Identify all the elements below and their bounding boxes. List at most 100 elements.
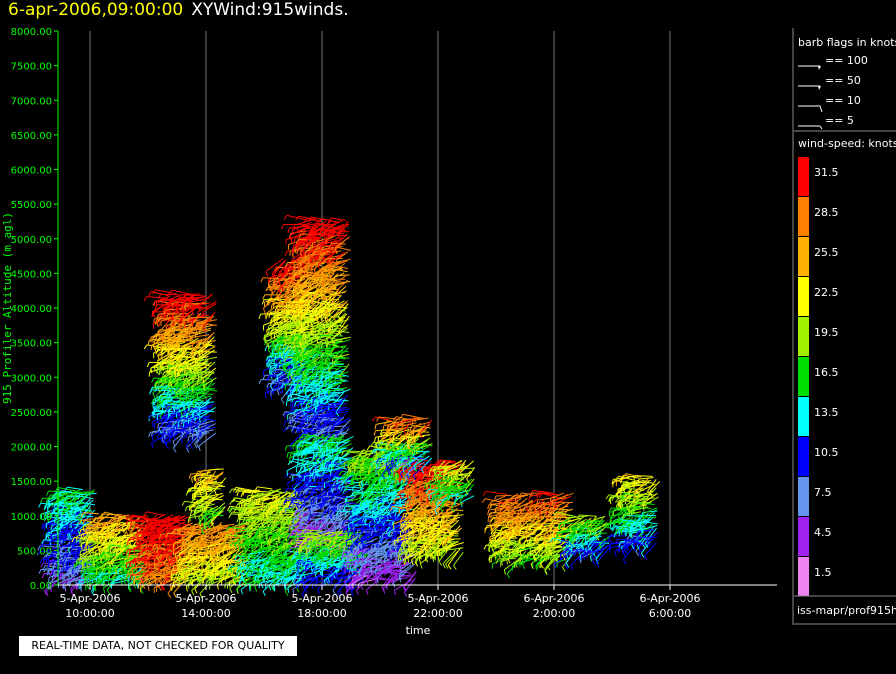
wind-barb-flag [76, 516, 80, 522]
wind-barb-flag [187, 583, 190, 589]
wind-barb-flag [154, 346, 157, 352]
wind-barb-flag [54, 518, 56, 524]
wind-barb-flag [303, 314, 306, 320]
wind-barb-flag [177, 529, 181, 535]
wind-barb-flag [80, 555, 84, 561]
wind-barb-flag [135, 532, 139, 538]
wind-barb-flag [216, 526, 221, 532]
wind-barb-flag [191, 306, 193, 312]
wind-barb-flag [283, 336, 285, 343]
wind-barb-flag [152, 556, 155, 562]
title-datetime: 6-apr-2006,09:00:00 [8, 0, 184, 20]
wind-barb-flag [282, 506, 285, 512]
wind-barb-flag [129, 562, 133, 568]
wind-barb-flag [224, 583, 226, 589]
wind-barb-flag [99, 513, 103, 519]
wind-barb-flag [108, 562, 112, 568]
wind-barb-flag [196, 554, 199, 560]
wind-barb-flag [189, 444, 194, 450]
wind-barb-flag [143, 296, 147, 302]
wind-barb-flag [216, 569, 220, 575]
wind-barb-flag [159, 542, 163, 548]
wind-barb-flag [127, 554, 130, 560]
wind-barb-flag [151, 574, 154, 580]
wind-barb-flag [266, 341, 268, 347]
wind-barb-flag [125, 529, 128, 536]
wind-barb-flag [131, 557, 136, 563]
wind-barb-flag [191, 581, 194, 587]
wind-barb-flag [226, 573, 228, 579]
wind-barb [67, 567, 81, 583]
wind-barb [95, 544, 110, 552]
wind-barb-flag [44, 589, 47, 595]
wind-barb-flag [190, 367, 193, 373]
wind-barb-flag [64, 557, 68, 563]
wind-barb-flag [136, 561, 140, 567]
wind-barb [125, 515, 143, 531]
wind-barb-flag [159, 403, 161, 409]
wind-barb-flag [46, 490, 49, 496]
wind-barb-flag [123, 527, 126, 533]
wind-barb-flag [281, 388, 284, 394]
wind-barb-flag [171, 529, 176, 535]
chart-title: 6-apr-2006,09:00:00 XYWind:915winds. [8, 0, 349, 20]
wind-barb-flag [132, 559, 135, 565]
wind-barb-flag [174, 553, 177, 559]
wind-barb-flag [87, 540, 91, 545]
wind-barb-flag [149, 537, 153, 543]
wind-barb-flag [169, 437, 171, 443]
wind-barb-flag [66, 525, 69, 531]
wind-barb-flag [158, 586, 162, 592]
wind-barb-flag [176, 573, 180, 579]
wind-barb-flag [118, 560, 122, 566]
wind-barb-flag [154, 384, 157, 390]
wind-barb-flag [43, 526, 46, 532]
wind-barb-flag [63, 531, 68, 537]
wind-barb-flag [297, 324, 300, 330]
wind-barb-flag [80, 512, 84, 518]
wind-barb-flag [76, 502, 80, 508]
wind-barb-flag [236, 589, 239, 595]
wind-barb-flag [290, 309, 292, 315]
wind-barb [146, 511, 165, 516]
wind-barb [79, 499, 94, 511]
wind-barb-flag [43, 505, 46, 511]
wind-barb-flag [238, 519, 241, 525]
wind-barb-flag [166, 540, 169, 546]
wind-barb-flag [195, 536, 199, 542]
wind-barb-flag [107, 566, 111, 572]
wind-barb-flag [123, 547, 128, 553]
wind-barb-flag [68, 581, 71, 587]
wind-barb-flag [181, 539, 186, 544]
wind-barb [165, 515, 181, 521]
wind-barb-flag [53, 561, 56, 567]
wind-barb-flag [113, 539, 117, 545]
wind-barb-flag [96, 562, 98, 568]
wind-barb-flag [178, 576, 180, 582]
wind-barb-flag [176, 561, 178, 567]
wind-barb-flag [282, 365, 285, 371]
wind-barb-flag [158, 294, 161, 300]
wind-barb-flag [125, 520, 129, 526]
wind-barb-flag [58, 490, 62, 496]
wind-barb-flag [66, 505, 69, 511]
wind-barb-flag [57, 501, 62, 507]
wind-barb-flag [178, 562, 181, 568]
wind-barb-flag [73, 507, 78, 513]
wind-barb-flag [80, 533, 83, 539]
wind-barb-flag [113, 514, 117, 519]
wind-barb-flag [101, 564, 104, 570]
wind-barb-flag [262, 371, 265, 377]
wind-barb-flag [105, 550, 107, 556]
wind-barb-flag [47, 503, 52, 509]
wind-barb-flag [167, 556, 170, 562]
wind-barb-flag [40, 562, 44, 568]
wind-barb-flag [278, 366, 282, 372]
wind-barb [172, 567, 193, 571]
wind-barb-flag [128, 585, 132, 591]
wind-barb-flag [213, 528, 216, 534]
wind-barb-flag [236, 517, 240, 523]
wind-barb [151, 518, 174, 525]
wind-barb-flag [113, 566, 116, 572]
wind-barb-flag [268, 585, 272, 591]
